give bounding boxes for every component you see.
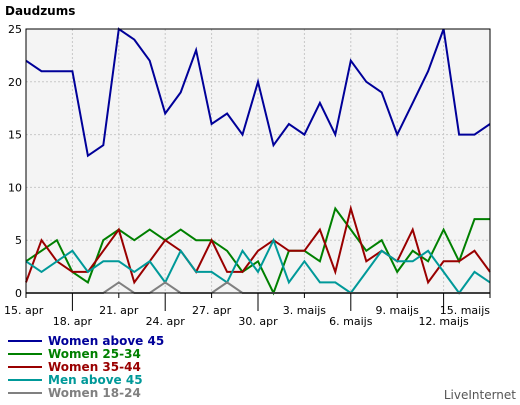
x-tick-labels: 15. apr 18. apr 21. apr 24. apr 27. apr 30. a… [4,304,490,328]
x-tick-label: 6. maijs [329,315,373,328]
plot-frame [25,28,491,294]
chart-title: Daudzums [5,4,75,18]
legend-label-women-35-44: Women 35-44 [48,360,141,374]
series-line-women-35-44 [25,204,491,285]
x-tick-label: 12. maijs [418,315,469,328]
x-tick-label: 24. apr [146,315,186,328]
series-line-women-25-34 [25,206,490,296]
brand-label: LiveInternet [444,388,516,402]
y-tick-label: 10 [8,181,22,194]
y-tick-label: 25 [8,23,22,36]
y-tick-label: 15 [8,129,22,142]
y-tick-label: 5 [15,234,22,247]
x-tick-label: 3. maijs [283,304,327,317]
axes [25,28,491,311]
x-tick-label: 27. apr [192,304,232,317]
legend-label-women-above-45: Women above 45 [48,334,164,348]
series-line-men-above-45 [25,237,491,295]
legend-label-women-18-24: Women 18-24 [48,386,141,400]
x-tick-label: 21. apr [99,304,139,317]
x-tick-label: 9. maijs [376,304,420,317]
legend-label-women-25-34: Women 25-34 [48,347,141,361]
y-tick-labels: 0 5 10 15 20 25 [8,23,22,300]
x-tick-label: 18. apr [53,315,93,328]
series-line-women-above-45 [25,27,491,158]
x-tick-label: 30. apr [238,315,278,328]
y-tick-label: 0 [15,287,22,300]
x-tick-label: 15. apr [4,304,44,317]
y-tick-label: 20 [8,76,22,89]
x-tick-label: 15. maijs [440,304,491,317]
legend-label-men-above-45: Men above 45 [48,373,143,387]
